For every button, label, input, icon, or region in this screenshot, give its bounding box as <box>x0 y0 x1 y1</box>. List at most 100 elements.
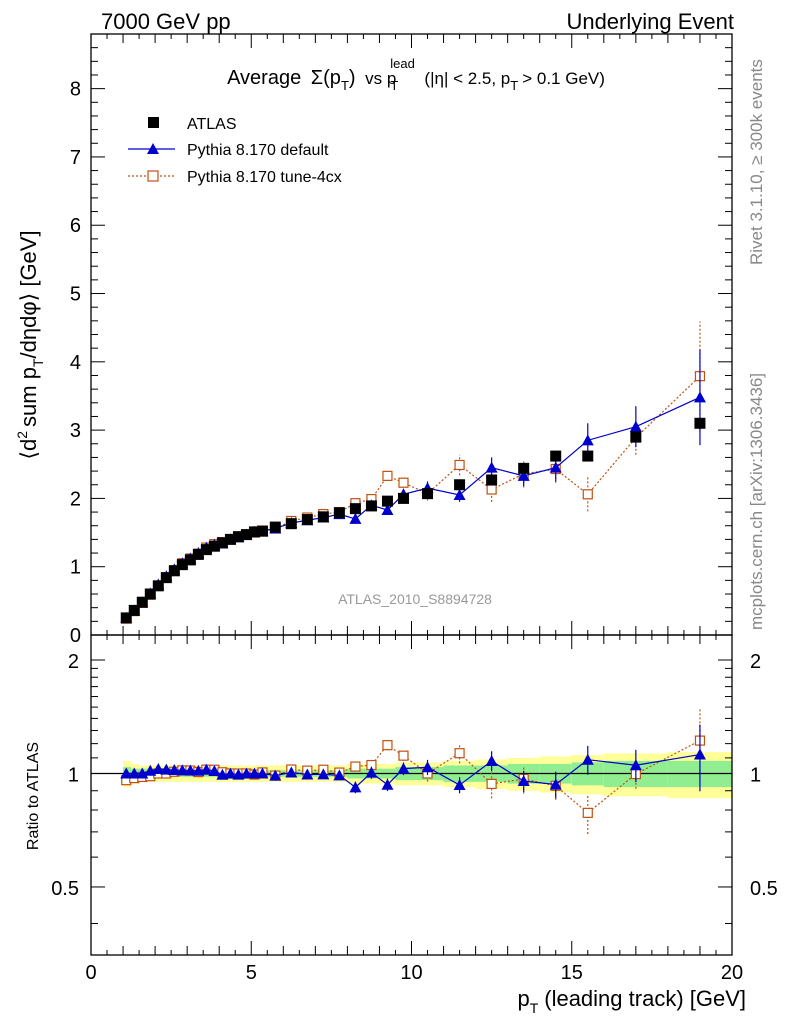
data-point <box>582 450 594 462</box>
data-point <box>693 391 706 403</box>
data-point <box>128 604 140 616</box>
ratio-point <box>160 763 173 775</box>
ratio-point <box>285 766 298 778</box>
data-point <box>216 537 228 549</box>
data-point <box>381 495 393 507</box>
data-point <box>485 461 498 473</box>
data-point <box>160 572 172 584</box>
data-point <box>168 565 180 577</box>
ratio-point <box>333 769 346 781</box>
ratio-point <box>693 748 706 760</box>
title-average: Average <box>227 67 301 89</box>
data-point <box>398 477 409 488</box>
xlabel-p: p <box>517 986 529 1011</box>
ratio-point <box>365 766 378 778</box>
legend-default-marker <box>147 143 159 154</box>
data-point <box>630 431 642 443</box>
ratio-point <box>398 750 409 761</box>
x-tick-label: 5 <box>246 962 257 984</box>
ylabel-sup: 2 <box>14 431 30 439</box>
data-point <box>453 488 466 500</box>
energy-label: 7000 GeV pp <box>101 9 231 34</box>
ratio-tick-label: 1 <box>68 764 79 786</box>
data-point <box>486 474 498 486</box>
main-panel-axes: 0 1 2 3 4 5 6 7 8 <box>70 33 733 647</box>
ratio-point <box>485 754 498 766</box>
data-point <box>144 588 156 600</box>
data-point <box>200 544 212 556</box>
ratio-point <box>240 767 253 779</box>
data-point <box>285 518 297 530</box>
legend-atlas-marker <box>148 117 159 128</box>
ratio-point <box>317 768 330 780</box>
data-point <box>224 533 236 545</box>
ratio-point <box>208 764 221 776</box>
legend-4cx-label: Pythia 8.170 tune-4cx <box>187 169 342 186</box>
title-vs: vs p <box>365 69 396 88</box>
ratio-point <box>517 775 530 787</box>
ratio-tick-label-right: 0.5 <box>750 878 778 900</box>
analysis-id-label: ATLAS_2010_S8894728 <box>338 591 492 607</box>
ratio-point <box>200 763 213 775</box>
ratio-point <box>421 761 434 773</box>
x-tick-label: 20 <box>721 962 743 984</box>
ratio-point <box>397 762 410 774</box>
data-point <box>269 521 281 533</box>
ratio-point <box>486 778 497 790</box>
mcplots-label: mcplots.cern.ch [arXiv:1306.3436] <box>747 373 766 630</box>
data-point <box>582 489 593 500</box>
data-point <box>152 580 164 592</box>
ratio-tick-label-right: 1 <box>750 764 761 786</box>
plot-title: Average Σ(pT) vs pTlead (|η| < 2.5, pT > … <box>227 51 605 93</box>
ratio-point <box>381 778 394 790</box>
data-point <box>232 531 244 543</box>
data-point <box>629 420 642 432</box>
ylabel-b: sum p <box>16 367 41 427</box>
data-point <box>381 504 394 516</box>
ylabel-c: /dηdφ⟩ [GeV] <box>16 230 41 358</box>
data-point <box>349 512 362 524</box>
title-sub-t2: T <box>390 78 398 93</box>
ratio-point <box>582 807 593 818</box>
ratio-series-line <box>126 740 701 814</box>
y-tick-label: 6 <box>70 215 81 237</box>
data-point <box>240 529 252 541</box>
ratio-point <box>256 767 269 779</box>
ratio-tick-label: 0.5 <box>51 878 79 900</box>
y-tick-label: 4 <box>70 352 81 374</box>
ratio-y-label: Ratio to ATLAS <box>25 742 42 850</box>
data-point <box>176 559 188 571</box>
ratio-point <box>184 764 197 776</box>
data-point <box>365 500 377 512</box>
x-axis-label: pT (leading track) [GeV] <box>517 986 746 1016</box>
data-point <box>486 484 497 495</box>
data-point <box>248 526 260 538</box>
data-point <box>136 596 148 608</box>
data-point <box>397 492 409 504</box>
ylabel-a: ⟨d <box>16 439 41 460</box>
process-label: Underlying Event <box>566 9 734 34</box>
x-tick-label: 0 <box>85 962 96 984</box>
ratio-point <box>168 764 181 776</box>
title-close: ) <box>349 67 356 89</box>
y-tick-label: 5 <box>70 284 81 306</box>
data-point <box>454 479 466 491</box>
ratio-point <box>128 767 141 779</box>
ylabel-sub: T <box>30 358 46 367</box>
series-line <box>125 396 701 619</box>
series-line <box>125 375 701 620</box>
data-point <box>454 459 465 471</box>
legend-atlas-label: ATLAS <box>187 116 237 133</box>
data-point <box>382 470 393 481</box>
title-sigma: Σ(p <box>311 67 341 89</box>
main-series <box>120 321 706 624</box>
data-point <box>184 554 196 566</box>
y-tick-label: 2 <box>70 488 81 510</box>
title-sup-lead: lead <box>390 56 415 71</box>
ratio-point <box>629 759 642 771</box>
ratio-point <box>224 767 237 779</box>
y-tick-label: 1 <box>70 557 81 579</box>
y-axis-label: ⟨d2 sum pT/dηdφ⟩ [GeV] <box>14 230 46 459</box>
